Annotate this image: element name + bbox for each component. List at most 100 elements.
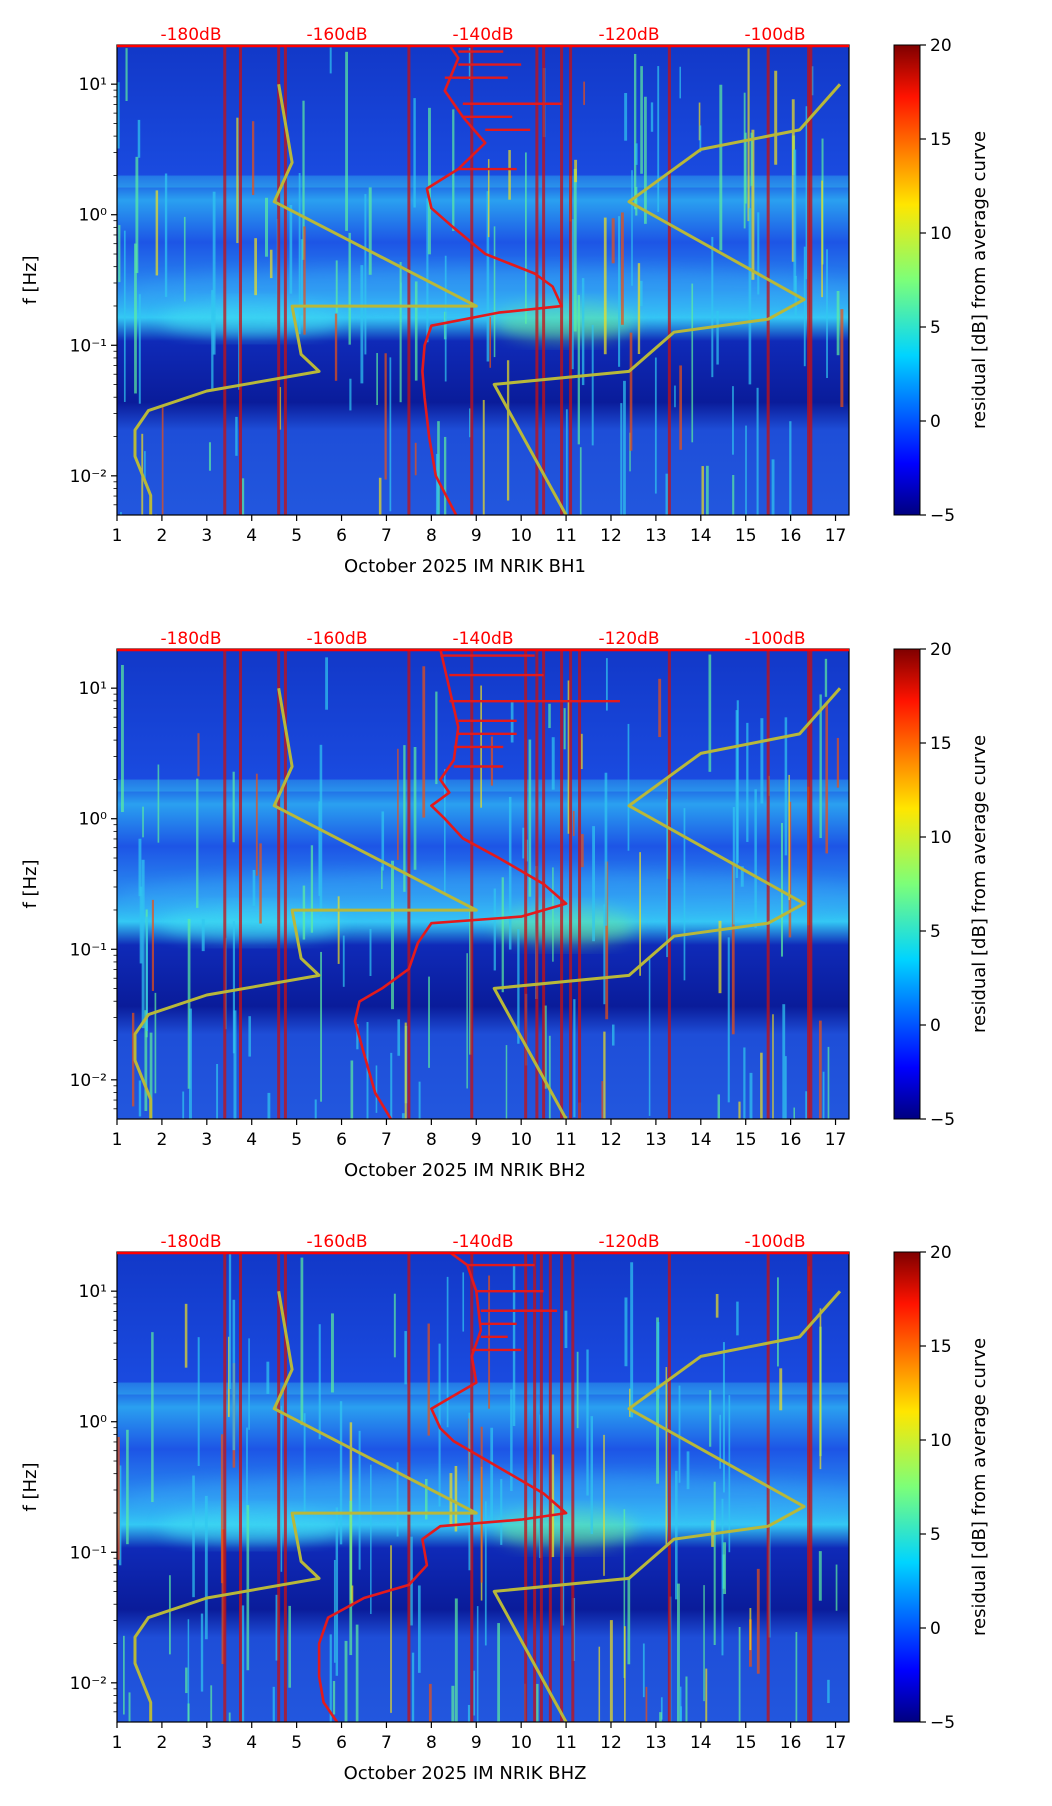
heatmap-streak: [216, 1063, 219, 1119]
heatmap-streak: [818, 1020, 822, 1119]
heatmap-streak: [583, 81, 586, 105]
heatmap-streak: [637, 263, 641, 355]
heatmap-streak: [747, 48, 750, 222]
heatmap-streak: [551, 737, 555, 790]
heatmap-streak: [760, 718, 764, 804]
heatmap-streak: [236, 117, 239, 244]
x-tick-label: 8: [426, 526, 437, 546]
heatmap-streak: [376, 353, 378, 406]
event-column: [809, 1252, 813, 1722]
heatmap-streak: [254, 238, 257, 296]
heatmap-streak: [701, 466, 704, 515]
x-tick-label: 12: [600, 526, 622, 546]
db-axis-labels: -180dB -160dB -140dB -120dB -100dB: [160, 25, 805, 45]
x-tick-label: 17: [825, 526, 847, 546]
event-column: [238, 649, 242, 1119]
heatmap-streak: [141, 859, 145, 1029]
colorbar-ticks: −5 0 5 10 15 20: [920, 36, 955, 526]
overlay-curves: [133, 1252, 842, 1722]
event-column: [667, 1252, 671, 1722]
colorbar-gradient: [893, 1251, 921, 1723]
heatmap-streak: [825, 702, 829, 854]
db-axis-labels: -180dB -160dB -140dB -120dB -100dB: [160, 629, 805, 649]
heatmap-streak: [117, 82, 120, 149]
x-tick-label: 5: [291, 526, 302, 546]
db-label: -160dB: [306, 25, 367, 45]
heatmap-streak: [506, 360, 510, 501]
heatmap-streak: [204, 1495, 208, 1640]
heatmap-streak: [118, 1465, 122, 1566]
heatmap-streak: [500, 1479, 503, 1545]
x-tick-label: 6: [336, 1130, 347, 1150]
heatmap-streak: [665, 473, 669, 515]
event-column: [407, 1252, 411, 1722]
x-axis-label: October 2025 IM NRIK BHZ: [344, 1763, 587, 1784]
event-column: [571, 1252, 575, 1722]
heatmap-streak: [840, 309, 844, 408]
heatmap-streak: [586, 1349, 589, 1496]
heatmap-streak: [624, 1297, 628, 1367]
x-axis-label: October 2025 IM NRIK BH2: [344, 1160, 586, 1181]
heatmap-streak: [719, 84, 723, 251]
heatmap-streak: [467, 1704, 471, 1722]
heatmap-streak: [620, 212, 624, 325]
heatmap-streak: [149, 1032, 153, 1119]
heatmap-streak: [452, 109, 455, 232]
heatmap-streak: [349, 1500, 353, 1656]
colorbar-tick-label: 15: [930, 734, 952, 754]
heatmap-streak: [756, 387, 759, 515]
heatmap-streak: [228, 1712, 231, 1722]
heatmap-streak: [654, 357, 657, 494]
heatmap-streak: [246, 1505, 250, 1671]
event-column: [223, 45, 227, 515]
heatmap-streak: [151, 1332, 154, 1503]
heatmap-streak: [674, 385, 676, 408]
heatmap-streak: [738, 1101, 741, 1119]
heatmap-streak: [605, 658, 608, 711]
noise-model-high: [492, 1290, 842, 1722]
event-column: [223, 1252, 227, 1722]
heatmap-streak: [454, 1598, 458, 1722]
heatmap-streak: [118, 225, 121, 283]
heatmap-streak: [355, 1624, 359, 1722]
heatmap-streak: [232, 921, 236, 1054]
y-tick-label: 10¹: [79, 1282, 107, 1302]
x-tick-label: 4: [246, 1733, 257, 1753]
heatmap-streak: [627, 1576, 631, 1665]
heatmap-streak: [227, 1336, 230, 1417]
heatmap-streak: [757, 212, 760, 295]
heatmap-streak: [486, 191, 490, 362]
heatmap-streak: [782, 1004, 786, 1119]
heatmap-streak: [161, 406, 164, 515]
heatmap-streak: [683, 808, 686, 981]
heatmap-streak: [512, 1263, 516, 1427]
heatmap-streak: [732, 475, 735, 515]
heatmap-streak: [777, 1277, 779, 1367]
x-tick-label: 1: [112, 1130, 123, 1150]
heatmap-streak: [719, 1414, 722, 1469]
heatmap-streak: [138, 294, 141, 404]
event-column: [407, 649, 411, 1119]
colorbar-label: residual [dB] from average curve: [969, 131, 990, 429]
noise-model-high: [492, 687, 842, 1119]
y-axis-ticks: 10⁻² 10⁻¹ 10⁰ 10¹: [70, 75, 117, 506]
y-axis-label: f [Hz]: [20, 255, 41, 304]
heatmap-streak: [698, 102, 701, 141]
heatmap-streak: [728, 1395, 731, 1553]
heatmap-streak: [454, 1465, 458, 1532]
heatmap-streak: [259, 843, 262, 924]
overlay-curves: [133, 45, 842, 515]
colorbar-tick-label: 10: [930, 828, 952, 848]
heatmap-streak: [480, 1426, 483, 1583]
heatmap-streak: [497, 1623, 501, 1722]
x-axis-ticks: 1 2 3 4 5 6 7 8 9 10 11 12 13 14 15 16 17: [112, 1119, 846, 1150]
heatmap-streak: [821, 180, 823, 298]
heatmap-streak: [573, 168, 577, 332]
colorbar-tick-label: 10: [930, 224, 952, 244]
heatmap-streak: [679, 66, 682, 99]
event-column: [578, 649, 582, 1119]
heatmap-streak: [370, 1464, 372, 1614]
heatmap-streak: [414, 281, 418, 381]
heatmap-streak: [675, 1470, 678, 1600]
heatmap-streak: [656, 1317, 659, 1484]
